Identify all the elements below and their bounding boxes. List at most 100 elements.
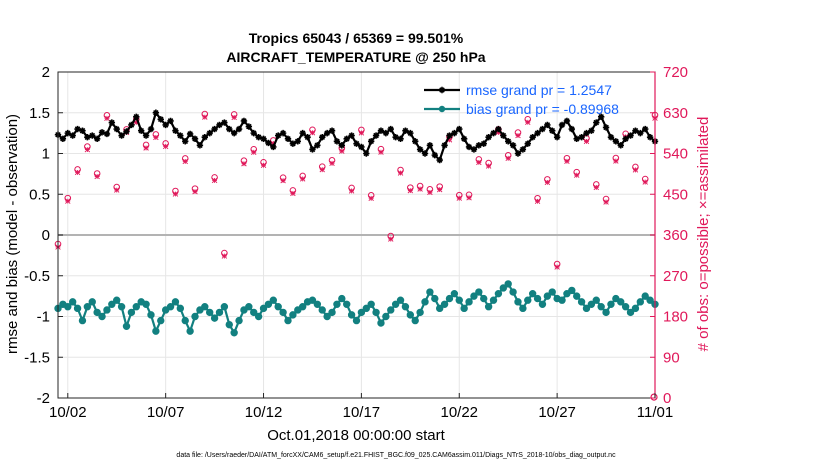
bias-point <box>416 308 424 317</box>
rmse-point <box>123 128 130 135</box>
rmse-point <box>113 125 120 133</box>
bias-point <box>64 303 72 311</box>
rmse-point <box>353 140 360 147</box>
rmse-point <box>240 117 248 125</box>
rmse-point <box>549 127 556 134</box>
rmse-point <box>597 113 605 121</box>
obs-assimilated-marker <box>74 169 81 176</box>
obs-assimilated-marker <box>319 166 325 173</box>
obs-assimilated-marker <box>525 119 531 125</box>
bias-point <box>289 311 297 319</box>
rmse-point <box>289 140 297 147</box>
obs-assimilated-marker <box>564 158 570 164</box>
rmse-point <box>539 125 546 133</box>
y-tick-label-left: 1 <box>42 146 50 163</box>
y-tick-label-right: 720 <box>663 64 688 81</box>
obs-assimilated-marker <box>133 119 140 126</box>
rmse-point <box>98 129 106 136</box>
rmse-point <box>402 127 409 134</box>
bias-point <box>377 319 385 327</box>
chart-title-line1: Tropics 65043 / 65369 = 99.501% <box>249 30 464 46</box>
obs-assimilated-marker <box>202 114 208 120</box>
rmse-point <box>460 135 468 143</box>
rmse-point <box>358 143 365 151</box>
rmse-point <box>612 138 620 145</box>
bias-point <box>274 303 282 311</box>
obs-assimilated-marker <box>280 177 286 184</box>
rmse-point <box>558 121 566 129</box>
bias-point <box>298 303 307 311</box>
x-axis-label: Oct.01,2018 00:00:00 start <box>267 427 445 444</box>
obs-assimilated-marker <box>427 189 433 196</box>
rmse-point <box>524 140 531 147</box>
rmse-point <box>108 119 116 126</box>
bias-point <box>602 308 610 317</box>
bias-point <box>98 312 106 321</box>
bias-point <box>533 294 542 303</box>
rmse-point <box>480 140 487 147</box>
bias-point <box>577 298 586 306</box>
y-tick-label-right: 0 <box>663 390 671 407</box>
y-axis-label-right: # of obs: o=possible; ×=assimilated <box>695 117 712 352</box>
bias-point <box>186 327 194 335</box>
legend: rmse grand pr = 1.2547 bias grand pr = -0… <box>424 82 619 117</box>
bias-point <box>489 296 498 304</box>
rmse-point <box>451 129 458 137</box>
bias-point <box>387 306 395 314</box>
bias-point <box>333 300 341 308</box>
legend-marker <box>438 105 446 113</box>
rmse-point <box>59 135 67 143</box>
bias-point <box>499 284 508 292</box>
rmse-point <box>211 125 218 133</box>
rmse-point <box>133 113 140 121</box>
rmse-point <box>382 129 390 137</box>
rmse-point <box>387 125 394 133</box>
rmse-point <box>323 129 331 137</box>
rmse-point <box>504 138 512 145</box>
bias-point <box>152 327 160 335</box>
rmse-point <box>255 134 262 141</box>
rmse-point <box>206 129 213 137</box>
obs-assimilated-marker <box>417 186 423 192</box>
rmse-point <box>519 146 527 153</box>
rmse-point <box>64 129 71 137</box>
bias-point <box>201 303 209 311</box>
bias-point <box>514 298 522 306</box>
bias-point <box>646 296 654 304</box>
rmse-point <box>553 134 561 141</box>
bias-point <box>597 303 605 311</box>
bias-point <box>621 303 630 311</box>
obs-assimilated-marker <box>573 172 580 178</box>
y-tick-label-right: 360 <box>663 227 688 244</box>
x-tick-label: 10/27 <box>538 404 576 421</box>
obs-assimilated-marker <box>172 191 179 197</box>
y-tick-label-right: 270 <box>663 268 688 285</box>
bias-point <box>475 288 483 296</box>
obs-assimilated-marker <box>495 129 502 136</box>
rmse-point <box>157 116 164 123</box>
rmse-point <box>299 129 306 137</box>
obs-assimilated-marker <box>554 264 560 270</box>
rmse-point <box>627 132 634 139</box>
bias-point <box>587 300 596 308</box>
bias-point <box>88 298 96 306</box>
bias-point <box>362 304 370 313</box>
rmse-point <box>588 127 595 134</box>
x-tick-label: 10/02 <box>49 404 87 421</box>
bias-point <box>524 296 532 304</box>
obs-assimilated-marker <box>192 188 198 195</box>
x-tick-label: 11/01 <box>637 404 673 421</box>
rmse-point <box>363 150 370 157</box>
bias-point <box>592 296 600 304</box>
bias-point <box>494 289 503 298</box>
bias-point <box>264 300 273 308</box>
rmse-point <box>563 117 571 125</box>
rmse-point <box>221 119 228 126</box>
obs-assimilated-marker <box>143 145 149 151</box>
bias-point <box>411 316 419 325</box>
legend-marker <box>438 86 446 94</box>
bias-point <box>421 298 429 306</box>
obs-assimilated-marker <box>642 179 648 185</box>
bias-point <box>470 292 478 300</box>
rmse-point <box>230 129 238 137</box>
